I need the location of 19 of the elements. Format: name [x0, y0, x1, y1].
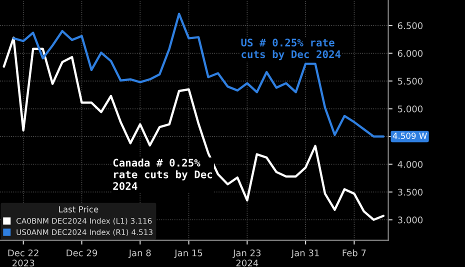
y-tick-label: 5.000 — [398, 106, 423, 112]
x-tick-label: Jan 8 — [128, 249, 151, 258]
x-tick-label: Jan 23 2024 — [232, 249, 261, 266]
x-tick-label: Dec 29 — [66, 249, 98, 256]
y-tick-label: 3.500 — [398, 188, 423, 196]
line-series — [12, 12, 385, 138]
y-tick-label: 3.000 — [398, 216, 423, 224]
y-tick-label: 5.500 — [398, 78, 423, 85]
y-tick-label: 6.500 — [398, 22, 423, 30]
x-tick-label: Dec 22 2023 — [8, 249, 38, 266]
annotation: Canada # 0.25% rate cuts by Dec 2024 — [113, 158, 212, 190]
x-tick-label: Jan 15 — [174, 250, 202, 258]
annotation: US # 0.25% rate cuts by Dec 2024 — [241, 38, 341, 60]
text: 4.509 W — [392, 132, 427, 139]
x-tick-label: Feb 7 — [342, 249, 366, 256]
legend-title: Last Price — [59, 206, 98, 212]
y-tick-label: 6.000 — [398, 50, 423, 57]
x-tick-label: Jan 31 — [290, 249, 319, 258]
y-tick-label: 4.000 — [398, 161, 423, 168]
